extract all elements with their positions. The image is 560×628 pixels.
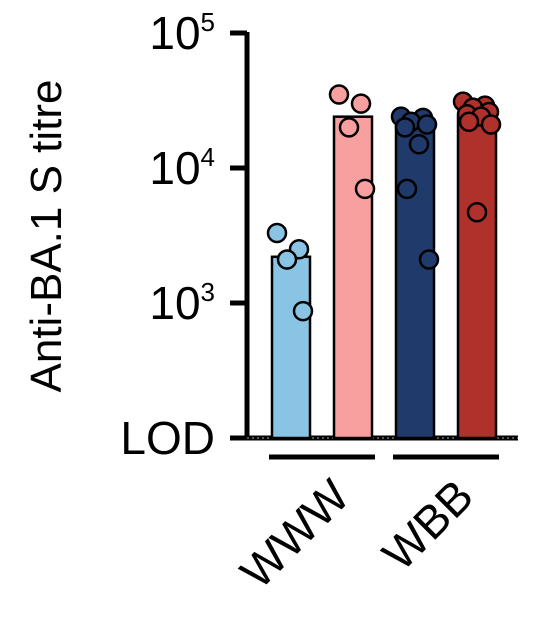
points bbox=[266, 84, 502, 322]
data-point-2-5 bbox=[408, 133, 430, 155]
bar-2 bbox=[394, 124, 436, 440]
bar-3 bbox=[456, 115, 498, 440]
y-tick-label-2: 104 bbox=[149, 142, 215, 194]
group-brackets: WWW WBB bbox=[230, 454, 499, 598]
bar-1 bbox=[332, 115, 374, 440]
bar-0 bbox=[270, 255, 312, 440]
y-tick-label-1: 103 bbox=[149, 277, 215, 329]
y-tick-label-0: LOD bbox=[120, 412, 215, 464]
data-point-0-2 bbox=[276, 249, 298, 270]
data-point-1-0 bbox=[328, 84, 350, 105]
data-point-0-3 bbox=[292, 300, 314, 322]
data-point-1-3 bbox=[354, 178, 376, 200]
y-axis-label: Anti-BA.1 S titre bbox=[22, 79, 71, 392]
data-point-3-8 bbox=[466, 202, 488, 223]
data-point-2-3 bbox=[416, 114, 438, 135]
data-point-1-2 bbox=[338, 117, 360, 138]
data-point-2-6 bbox=[396, 178, 418, 200]
bars bbox=[270, 115, 498, 440]
data-point-3-6 bbox=[458, 111, 480, 133]
data-point-2-7 bbox=[418, 249, 440, 270]
group-label-1: WBB bbox=[372, 469, 483, 580]
data-point-0-0 bbox=[266, 222, 288, 244]
y-ticks: LOD 103 104 105 bbox=[120, 7, 247, 464]
data-point-1-1 bbox=[350, 93, 372, 114]
y-tick-label-3: 105 bbox=[149, 7, 215, 59]
group-label-0: WWW bbox=[230, 469, 359, 598]
data-point-3-7 bbox=[480, 114, 502, 135]
data-point-2-4 bbox=[394, 117, 416, 138]
